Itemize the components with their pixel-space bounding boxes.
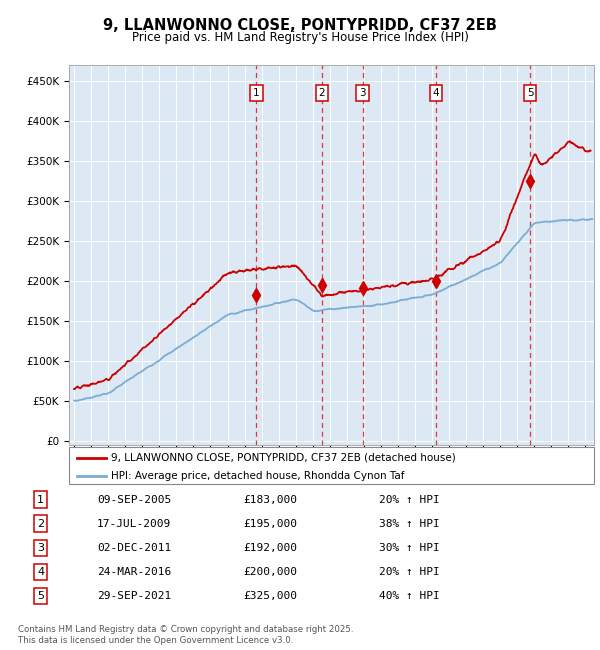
Text: 40% ↑ HPI: 40% ↑ HPI	[379, 591, 440, 601]
Text: £183,000: £183,000	[244, 495, 298, 504]
Text: 2: 2	[37, 519, 44, 528]
Text: 1: 1	[253, 88, 260, 98]
Text: 30% ↑ HPI: 30% ↑ HPI	[379, 543, 440, 552]
Text: 24-MAR-2016: 24-MAR-2016	[97, 567, 171, 577]
Text: Contains HM Land Registry data © Crown copyright and database right 2025.
This d: Contains HM Land Registry data © Crown c…	[18, 625, 353, 645]
Text: £325,000: £325,000	[244, 591, 298, 601]
Text: 02-DEC-2011: 02-DEC-2011	[97, 543, 171, 552]
FancyBboxPatch shape	[69, 447, 594, 484]
Text: 17-JUL-2009: 17-JUL-2009	[97, 519, 171, 528]
Text: 1: 1	[37, 495, 44, 504]
Text: 5: 5	[37, 591, 44, 601]
Text: £200,000: £200,000	[244, 567, 298, 577]
Text: 2: 2	[319, 88, 325, 98]
Text: 3: 3	[37, 543, 44, 552]
Text: 3: 3	[359, 88, 366, 98]
Text: 9, LLANWONNO CLOSE, PONTYPRIDD, CF37 2EB: 9, LLANWONNO CLOSE, PONTYPRIDD, CF37 2EB	[103, 18, 497, 34]
Text: £192,000: £192,000	[244, 543, 298, 552]
Text: 20% ↑ HPI: 20% ↑ HPI	[379, 495, 440, 504]
Text: 38% ↑ HPI: 38% ↑ HPI	[379, 519, 440, 528]
Text: HPI: Average price, detached house, Rhondda Cynon Taf: HPI: Average price, detached house, Rhon…	[111, 471, 404, 481]
Text: Price paid vs. HM Land Registry's House Price Index (HPI): Price paid vs. HM Land Registry's House …	[131, 31, 469, 44]
Text: 5: 5	[527, 88, 533, 98]
Text: 4: 4	[37, 567, 44, 577]
Text: 4: 4	[433, 88, 439, 98]
Text: £195,000: £195,000	[244, 519, 298, 528]
Text: 20% ↑ HPI: 20% ↑ HPI	[379, 567, 440, 577]
Text: 29-SEP-2021: 29-SEP-2021	[97, 591, 171, 601]
Text: 9, LLANWONNO CLOSE, PONTYPRIDD, CF37 2EB (detached house): 9, LLANWONNO CLOSE, PONTYPRIDD, CF37 2EB…	[111, 452, 456, 463]
Text: 09-SEP-2005: 09-SEP-2005	[97, 495, 171, 504]
